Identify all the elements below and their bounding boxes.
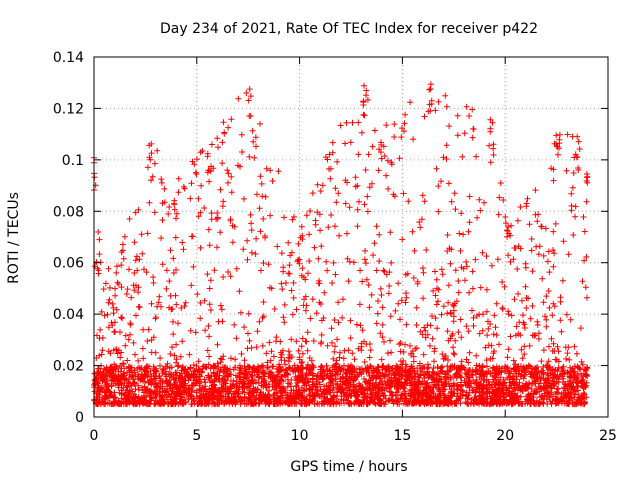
y-tick-label: 0.14 [53, 50, 84, 66]
y-tick-label: 0.04 [53, 307, 84, 323]
x-tick-label: 5 [192, 428, 201, 444]
y-tick-label: 0.12 [53, 101, 84, 117]
y-tick-label: 0.06 [53, 256, 84, 272]
chart-title: Day 234 of 2021, Rate Of TEC Index for r… [160, 21, 538, 37]
x-tick-label: 20 [496, 428, 514, 444]
y-tick-label: 0 [75, 410, 84, 426]
plot-frame [93, 56, 609, 418]
series-roti-markers [91, 81, 591, 408]
x-tick-label: 25 [599, 428, 617, 444]
axis-ticks: 0 5 10 15 20 25 0 0.02 0.04 0.06 0.08 0.1 0.12 0.14 [53, 50, 617, 444]
y-tick-label: 0.02 [53, 359, 84, 375]
x-tick-label: 0 [90, 428, 99, 444]
y-tick-label: 0.08 [53, 204, 84, 220]
x-axis-label: GPS time / hours [290, 459, 407, 475]
x-tick-label: 10 [291, 428, 309, 444]
y-axis-label: ROTI / TECUs [6, 192, 22, 284]
data-points [91, 81, 591, 408]
y-tick-label: 0.1 [62, 153, 84, 169]
x-tick-label: 15 [393, 428, 411, 444]
